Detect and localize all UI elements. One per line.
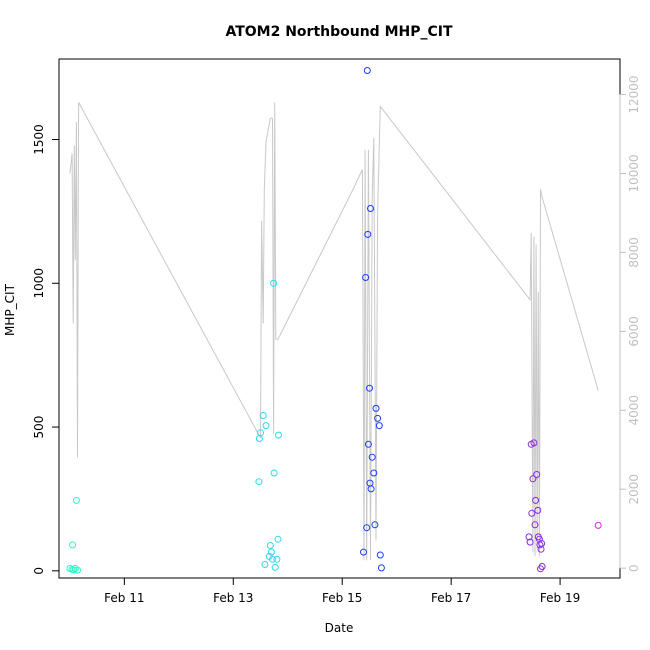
scatter-point xyxy=(257,429,264,437)
scatter-point xyxy=(364,440,372,448)
scatter-point xyxy=(360,548,367,556)
scatter-point xyxy=(372,404,380,412)
scatter-point xyxy=(530,439,538,447)
scatter-point xyxy=(69,541,77,549)
scatter-point xyxy=(367,485,375,493)
axes-layer: Feb 11 Feb 13 Feb 15 Feb 17 Feb 19 0 500 1000 15… xyxy=(32,58,641,605)
scatter-point xyxy=(363,524,371,532)
line-series-0 xyxy=(69,102,599,561)
y2-tick-label: 12000 xyxy=(627,75,641,113)
x-tick-label: Feb 13 xyxy=(213,591,253,605)
scatter-point xyxy=(362,274,370,281)
y-tick-label: 1500 xyxy=(32,124,46,155)
y-tick-label: 1000 xyxy=(32,268,46,299)
scatter-point xyxy=(377,564,385,572)
scatter-point xyxy=(72,496,80,504)
scatter-point xyxy=(363,67,371,74)
y2-tick-label: 8000 xyxy=(627,237,641,268)
scatter-point xyxy=(374,414,382,422)
scatter-point xyxy=(368,453,376,461)
scatter-point xyxy=(266,542,274,549)
scatter-point xyxy=(270,469,278,477)
scatter-points-layer xyxy=(66,67,602,574)
scatter-point xyxy=(528,509,536,517)
x-tick-label: Feb 15 xyxy=(322,591,362,605)
y2-tick-label: 4000 xyxy=(627,395,641,426)
x-tick-label: Feb 17 xyxy=(431,591,471,605)
x-axis-label: Date xyxy=(325,621,354,635)
scatter-point xyxy=(70,566,78,574)
chart-title: ATOM2 Northbound MHP_CIT xyxy=(225,24,453,40)
scatter-point xyxy=(366,384,373,392)
scatter-point xyxy=(271,563,279,571)
scatter-point xyxy=(534,506,542,514)
y2-tick-label: 0 xyxy=(627,564,641,572)
scatter-point xyxy=(370,469,378,477)
scatter-point xyxy=(275,431,282,439)
line-series-layer xyxy=(69,102,599,561)
scatter-point xyxy=(269,555,276,563)
scatter-point xyxy=(262,422,270,430)
scatter-point xyxy=(274,535,282,543)
x-tick-label: Feb 11 xyxy=(104,591,144,605)
scatter-point xyxy=(273,555,281,563)
scatter-point xyxy=(525,533,533,541)
x-tick-label: Feb 19 xyxy=(540,591,580,605)
scatter-point xyxy=(74,566,81,574)
scatter-point xyxy=(376,551,384,559)
scatter-point xyxy=(364,230,372,238)
y2-tick-label: 10000 xyxy=(627,154,641,192)
y2-tick-label: 2000 xyxy=(627,474,641,505)
scatter-point xyxy=(259,412,267,419)
scatter-point xyxy=(371,521,379,529)
scatter-point xyxy=(529,475,537,483)
scatter-point xyxy=(532,496,540,504)
scatter-point xyxy=(533,471,541,478)
scatter-point xyxy=(538,563,546,570)
scatter-point xyxy=(536,541,544,549)
scatter-point xyxy=(261,561,269,568)
scatter-point xyxy=(71,565,79,572)
scatter-point xyxy=(267,548,275,556)
y2-tick-label: 6000 xyxy=(627,316,641,347)
scatter-point xyxy=(375,422,383,430)
scatter-point xyxy=(594,521,602,529)
scatter-point xyxy=(526,538,534,546)
y-tick-label: 0 xyxy=(32,567,46,575)
scatter-point xyxy=(255,478,263,486)
scatter-point xyxy=(531,521,539,529)
scatter-point xyxy=(270,279,278,287)
y-tick-label: 500 xyxy=(32,416,46,439)
scatter-point xyxy=(538,540,546,547)
y-axis-label: MHP_CIT xyxy=(3,283,17,336)
scatter-point xyxy=(367,205,374,212)
